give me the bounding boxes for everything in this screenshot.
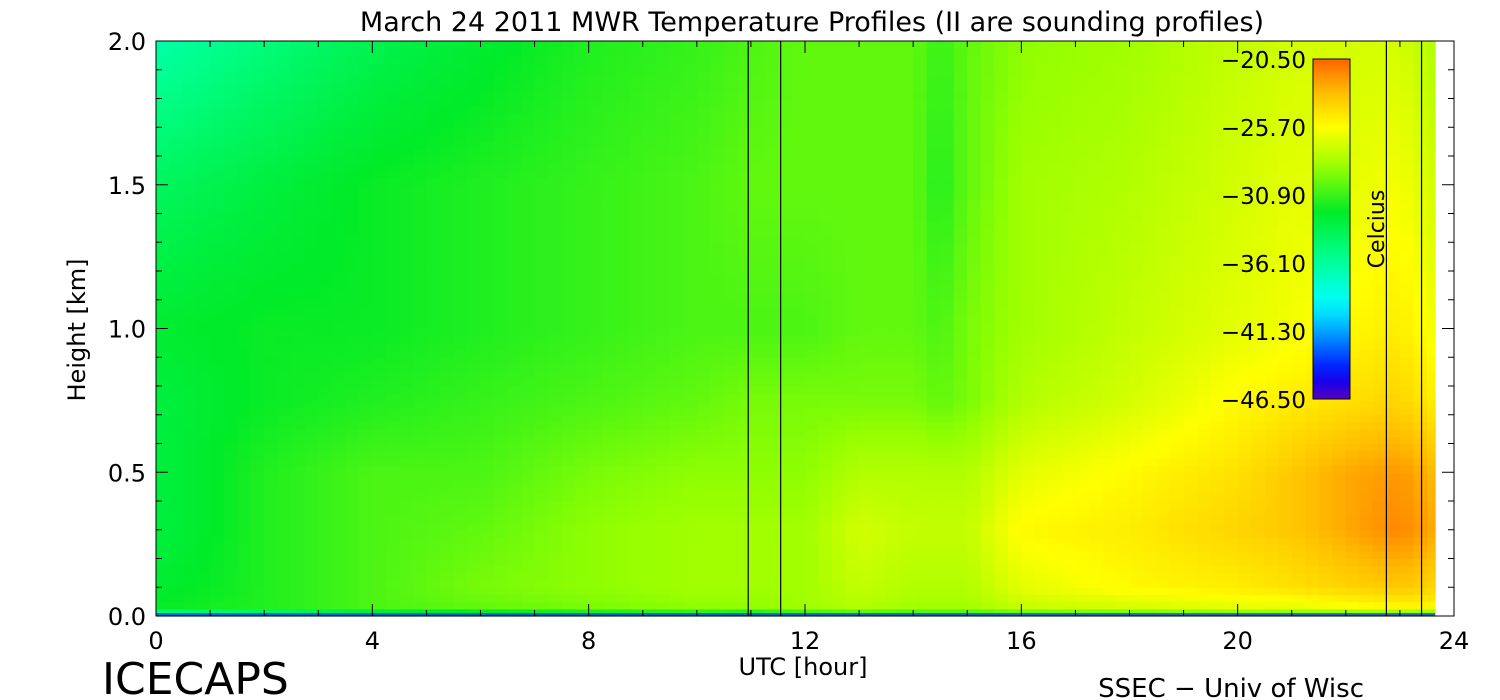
sounding-lines bbox=[747, 41, 1423, 616]
y-axis-label: Height [km] bbox=[63, 259, 91, 402]
colorbar: −20.50 −25.70 −30.90 −36.10 −41.30 −46.50 Celc… bbox=[1221, 48, 1390, 414]
y-tick-label: 0.5 bbox=[108, 459, 146, 487]
chart-title: March 24 2011 MWR Temperature Profiles (… bbox=[360, 7, 1264, 38]
y-tick-label: 1.5 bbox=[108, 172, 146, 200]
colorbar-tick-label: −30.90 bbox=[1221, 184, 1306, 210]
axes: 0 4 8 12 16 20 24 0.0 0.5 1.0 1.5 2.0 bbox=[108, 28, 1469, 655]
icecaps-logo-text: ICECAPS bbox=[102, 654, 289, 700]
heatmap-field bbox=[156, 41, 1454, 617]
x-tick-label: 4 bbox=[365, 627, 380, 655]
y-tick-label: 2.0 bbox=[108, 28, 146, 56]
x-tick-label: 24 bbox=[1439, 627, 1470, 655]
colorbar-label: Celcius bbox=[1365, 190, 1390, 269]
x-axis-label: UTC [hour] bbox=[739, 653, 868, 681]
x-tick-label: 16 bbox=[1006, 627, 1037, 655]
x-tick-label: 20 bbox=[1222, 627, 1253, 655]
colorbar-tick-label: −46.50 bbox=[1221, 388, 1306, 414]
colorbar-tick-label: −25.70 bbox=[1221, 116, 1306, 142]
y-tick-label: 0.0 bbox=[108, 603, 146, 631]
x-tick-label: 8 bbox=[581, 627, 596, 655]
x-tick-label: 12 bbox=[790, 627, 821, 655]
colorbar-gradient bbox=[1312, 58, 1351, 400]
credit-text: SSEC − Univ of Wisc bbox=[1098, 674, 1364, 700]
x-tick-label: 0 bbox=[148, 627, 163, 655]
colorbar-tick-label: −41.30 bbox=[1221, 320, 1306, 346]
colorbar-tick-label: −20.50 bbox=[1221, 48, 1306, 74]
y-tick-label: 1.0 bbox=[108, 316, 146, 344]
colorbar-tick-label: −36.10 bbox=[1221, 252, 1306, 278]
